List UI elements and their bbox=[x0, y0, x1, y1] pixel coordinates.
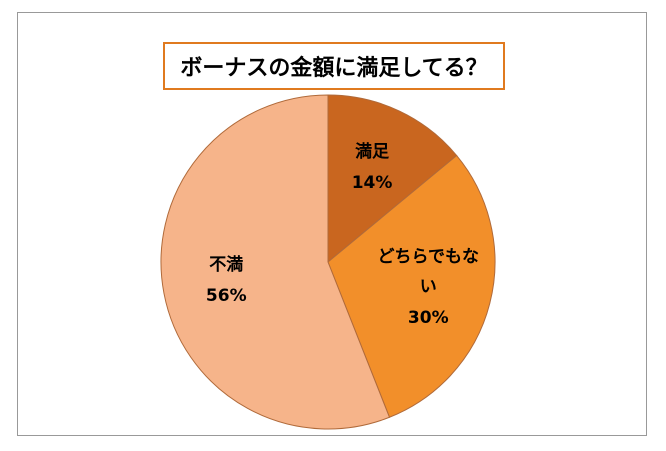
value-label: 30% bbox=[407, 307, 449, 328]
pie-slice bbox=[160, 94, 391, 430]
slice-label: 不満 bbox=[209, 255, 244, 276]
pie-slice bbox=[327, 94, 458, 264]
slice-label: 満足 bbox=[355, 142, 390, 163]
pie-slice bbox=[327, 154, 496, 418]
slice-label: どちらでもない bbox=[377, 246, 480, 297]
value-label: 56% bbox=[205, 286, 247, 307]
chart-title: ボーナスの金額に満足してる？ bbox=[163, 42, 505, 90]
value-label: 14% bbox=[351, 173, 393, 194]
chart-frame bbox=[17, 12, 647, 436]
